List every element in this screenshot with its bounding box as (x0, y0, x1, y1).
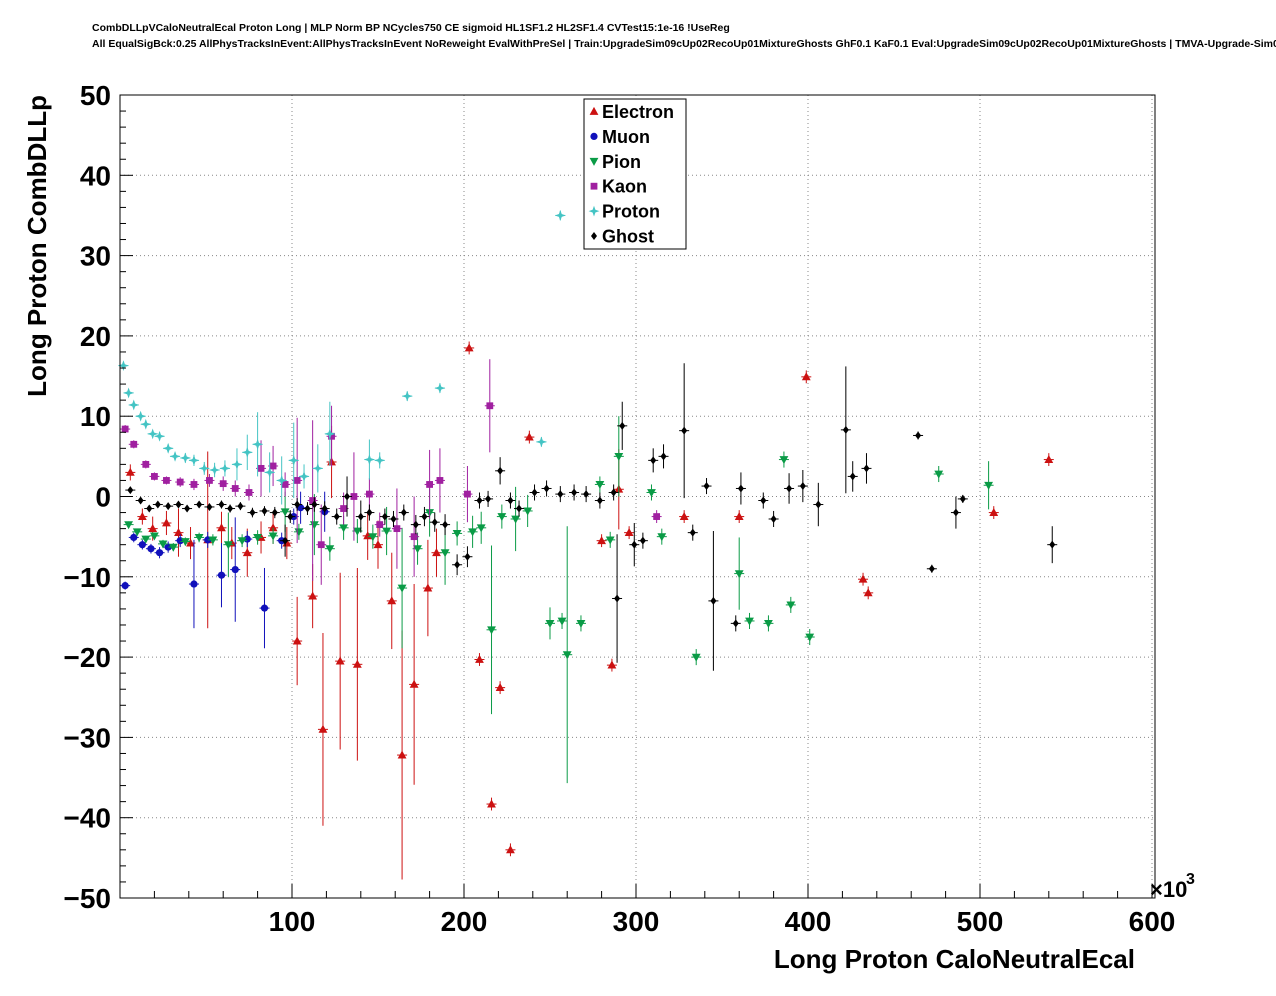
plot-title-line1: CombDLLpVCaloNeutralEcal Proton Long | M… (92, 22, 730, 34)
y-tick-label: 50 (80, 80, 111, 111)
series-muon (120, 491, 330, 649)
x-axis-exponent: ×103 (1150, 871, 1195, 902)
x-tick-labels: 100 200 300 400 500 600 (269, 906, 1176, 937)
y-tick-label: −30 (64, 722, 112, 753)
legend-entry-ghost: Ghost (591, 227, 654, 247)
plot-title: CombDLLpVCaloNeutralEcal Proton Long | M… (92, 20, 1276, 52)
y-tick-label: −50 (64, 883, 112, 914)
y-axis-title: Long Proton CombDLLp (22, 95, 52, 397)
y-tick-label: −10 (64, 562, 112, 593)
y-tick-label: −20 (64, 642, 112, 673)
legend-entry-pion: Pion (589, 152, 641, 172)
legend-label: Kaon (602, 177, 647, 197)
y-tick-label: −40 (64, 803, 112, 834)
series-proton (118, 210, 566, 505)
legend: Electron Muon Pion Kaon Proton Ghost (583, 98, 687, 250)
y-tick-label: 10 (80, 401, 111, 432)
series-ghost (125, 363, 1058, 671)
axis-ticks (119, 94, 1153, 899)
legend-label: Proton (602, 202, 660, 222)
y-tick-labels: −50 −40 −30 −20 −10 0 10 20 30 40 50 (64, 80, 112, 914)
x-axis-title: Long Proton CaloNeutralEcal (774, 944, 1135, 974)
legend-entry-muon: Muon (590, 127, 650, 147)
x-exponent-base: ×10 (1150, 877, 1187, 902)
series-pion (123, 416, 994, 784)
x-tick-label: 400 (785, 906, 832, 937)
legend-label: Muon (602, 127, 650, 147)
y-tick-label: 20 (80, 321, 111, 352)
series-kaon (120, 359, 662, 585)
x-tick-label: 300 (613, 906, 660, 937)
x-tick-label: 200 (441, 906, 488, 937)
legend-box (583, 98, 687, 250)
legend-entry-electron: Electron (589, 102, 674, 122)
legend-entry-kaon: Kaon (590, 177, 647, 197)
y-tick-label: 40 (80, 160, 111, 191)
x-tick-label: 500 (957, 906, 1004, 937)
y-tick-label: 0 (95, 482, 111, 513)
plot-title-line2: All EqualSigBck:0.25 AllPhysTracksInEven… (92, 38, 1276, 50)
x-tick-label: 100 (269, 906, 316, 937)
legend-label: Electron (602, 102, 674, 122)
legend-label: Pion (602, 152, 641, 172)
y-tick-label: 30 (80, 241, 111, 272)
legend-label: Ghost (602, 227, 654, 247)
legend-entry-proton: Proton (588, 202, 660, 222)
x-tick-label: 600 (1129, 906, 1176, 937)
x-exponent-power: 3 (1186, 871, 1195, 888)
